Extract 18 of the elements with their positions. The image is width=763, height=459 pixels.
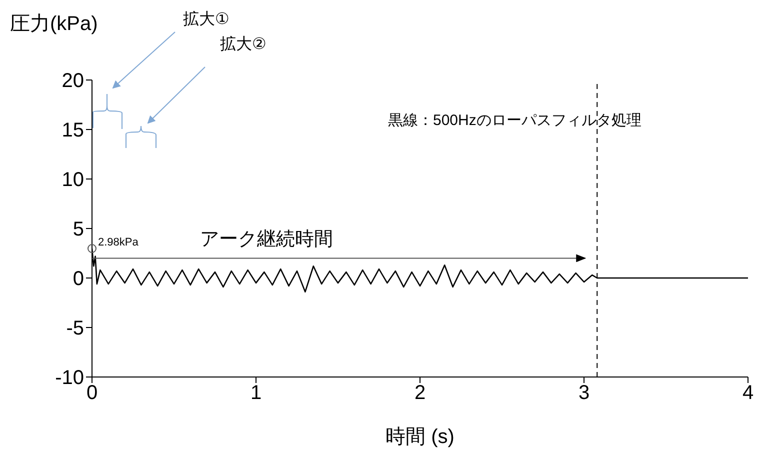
y-tick-label: 20	[62, 70, 84, 92]
y-tick-label: 15	[62, 120, 84, 142]
y-tick-label: -5	[66, 318, 84, 340]
x-axis-title: 時間 (s)	[386, 426, 454, 448]
y-tick-label: 0	[72, 268, 84, 290]
x-tick-label: 1	[250, 382, 262, 404]
x-tick-label: 3	[578, 382, 590, 404]
x-tick-label: 2	[414, 382, 426, 404]
text: 拡大②	[220, 35, 266, 54]
annotation: アーク継続時間	[200, 229, 333, 250]
annotation: 2.98kPa	[98, 236, 140, 248]
text: 拡大①	[183, 10, 230, 28]
y-tick-label: -10	[55, 367, 84, 390]
y-tick-label: 5	[72, 218, 84, 241]
y-tick-label: 10	[62, 169, 84, 192]
annotation: 黒線：500Hzのローパスフィルタ処理	[388, 112, 642, 129]
y-axis-title: 圧力(kPa)	[10, 13, 98, 35]
x-tick-label: 4	[742, 382, 754, 404]
